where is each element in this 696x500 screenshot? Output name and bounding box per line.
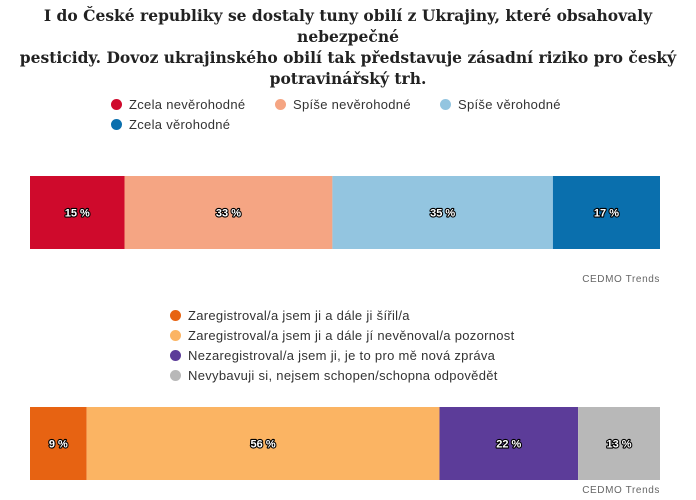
bar-segment-1-3 (578, 407, 660, 480)
chart-credit-2: CEDMO Trends (582, 485, 660, 496)
legend-item-nova-zprava: Nezaregistroval/a jsem ji, je to pro mě … (170, 348, 495, 363)
bar-segment-0-1 (124, 176, 333, 249)
legend-marker-icon (170, 350, 181, 361)
legend-label: Zaregistroval/a jsem ji a dále jí nevěno… (188, 328, 515, 343)
legend-item-siril: Zaregistroval/a jsem ji a dále ji šířil/… (170, 308, 410, 323)
bar-label-0-0: 15 % (65, 208, 90, 220)
legend-label: Spíše nevěrohodné (293, 97, 411, 112)
legend-label: Spíše věrohodné (458, 97, 561, 112)
bar-label-0-3: 17 % (594, 208, 619, 220)
bar-label-0-1: 33 % (216, 208, 241, 220)
legend-marker-icon (111, 119, 122, 130)
legend-item-zcela-verohodne: Zcela věrohodné (111, 117, 230, 132)
chart-title: I do České republiky se dostaly tuny obi… (0, 5, 696, 89)
bar-segment-0-2 (332, 176, 553, 249)
bar-segment-1-1 (86, 407, 440, 480)
bar-segment-0-0 (30, 176, 125, 249)
legend-marker-icon (170, 310, 181, 321)
legend-item-nevybavuji: Nevybavuji si, nejsem schopen/schopna od… (170, 368, 498, 383)
legend-item-spise-neverohodne: Spíše nevěrohodné (275, 97, 411, 112)
bar-segment-0-3 (552, 176, 660, 249)
title-line-2: pesticidy. Dovoz ukrajinského obilí tak … (19, 48, 677, 67)
legend-label: Nevybavuji si, nejsem schopen/schopna od… (188, 368, 498, 383)
legend-marker-icon (170, 330, 181, 341)
legend-label: Zcela nevěrohodné (129, 97, 246, 112)
bar-label-1-1: 56 % (251, 439, 276, 451)
legend-marker-icon (440, 99, 451, 110)
legend-marker-icon (170, 370, 181, 381)
legend-label: Zcela věrohodné (129, 117, 231, 132)
legend-marker-icon (275, 99, 286, 110)
legend-item-zcela-neverohodne: Zcela nevěrohodné (111, 97, 245, 112)
legend-marker-icon (111, 99, 122, 110)
title-line-3: potravinářský trh. (269, 69, 427, 88)
legend-item-nevenoval: Zaregistroval/a jsem ji a dále jí nevěno… (170, 328, 515, 343)
bar-segment-1-2 (439, 407, 579, 480)
chart-credit-1: CEDMO Trends (582, 274, 660, 285)
bar-label-1-2: 22 % (496, 439, 521, 451)
bar-label-1-3: 13 % (607, 439, 632, 451)
legend-item-spise-verohodne: Spíše věrohodné (440, 97, 561, 112)
bar-label-1-0: 9 % (49, 439, 68, 451)
legend-label: Zaregistroval/a jsem ji a dále ji šířil/… (188, 308, 410, 323)
bar-label-0-2: 35 % (430, 208, 455, 220)
legend-label: Nezaregistroval/a jsem ji, je to pro mě … (188, 348, 496, 363)
title-line-1: I do České republiky se dostaly tuny obi… (43, 6, 653, 46)
bar-segment-1-0 (30, 407, 87, 480)
